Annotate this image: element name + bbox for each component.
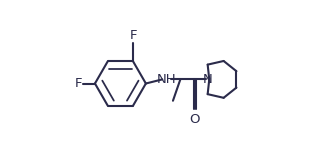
Text: NH: NH [156, 73, 176, 86]
Text: F: F [129, 29, 137, 42]
Text: O: O [189, 113, 200, 126]
Text: N: N [203, 73, 212, 86]
Text: F: F [75, 77, 83, 90]
